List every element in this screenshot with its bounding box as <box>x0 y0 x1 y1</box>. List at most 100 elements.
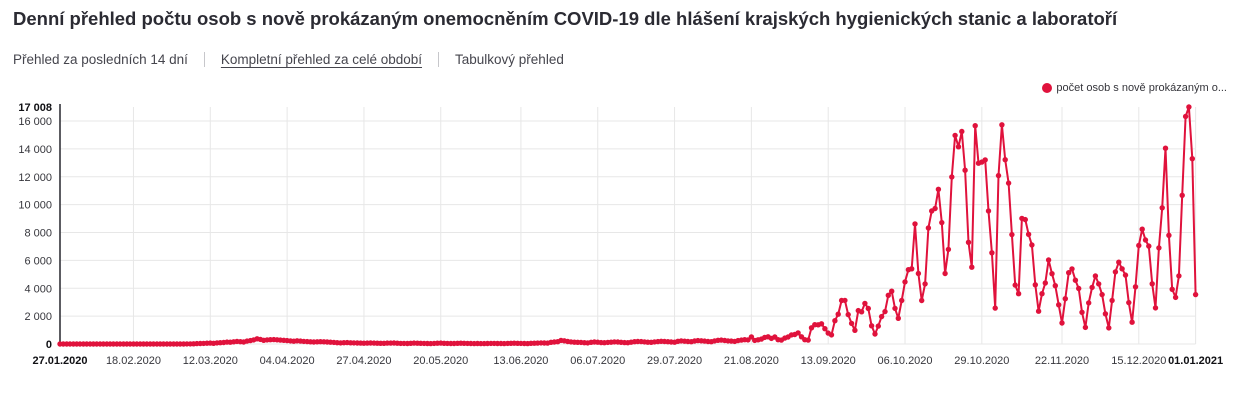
data-point[interactable] <box>1162 145 1169 151</box>
data-point[interactable] <box>1136 242 1142 249</box>
data-point[interactable] <box>989 250 995 256</box>
data-point[interactable] <box>1182 113 1189 120</box>
data-point[interactable] <box>1116 259 1122 265</box>
data-point[interactable] <box>1149 281 1155 287</box>
data-point[interactable] <box>1106 325 1112 331</box>
data-point[interactable] <box>1089 284 1095 291</box>
data-point[interactable] <box>1069 266 1075 272</box>
data-point[interactable] <box>868 323 875 329</box>
data-point[interactable] <box>992 305 998 311</box>
data-point[interactable] <box>1126 299 1132 306</box>
data-point[interactable] <box>972 123 978 129</box>
data-point[interactable] <box>1005 180 1012 186</box>
data-point[interactable] <box>822 326 828 332</box>
data-point[interactable] <box>1092 273 1099 279</box>
data-point[interactable] <box>1172 294 1179 301</box>
data-point[interactable] <box>899 297 905 304</box>
data-point[interactable] <box>962 167 968 173</box>
data-point[interactable] <box>1059 320 1065 326</box>
data-point[interactable] <box>818 321 825 327</box>
data-point[interactable] <box>1002 157 1008 163</box>
data-point[interactable] <box>935 186 942 192</box>
data-point[interactable] <box>969 264 975 270</box>
data-point[interactable] <box>1156 245 1162 251</box>
data-point[interactable] <box>842 297 848 304</box>
data-point[interactable] <box>919 297 925 304</box>
data-point[interactable] <box>835 311 841 317</box>
data-point[interactable] <box>1035 308 1042 314</box>
data-point[interactable] <box>912 221 918 227</box>
data-point[interactable] <box>878 313 885 320</box>
data-point[interactable] <box>1045 257 1052 263</box>
data-point[interactable] <box>865 305 871 312</box>
data-point[interactable] <box>915 270 922 277</box>
data-point[interactable] <box>999 122 1005 128</box>
data-point[interactable] <box>1079 309 1085 315</box>
data-point[interactable] <box>1159 205 1165 211</box>
data-point[interactable] <box>892 305 898 312</box>
data-point[interactable] <box>945 246 952 253</box>
data-point[interactable] <box>965 239 972 245</box>
data-point[interactable] <box>939 219 945 226</box>
data-point[interactable] <box>828 332 835 338</box>
data-point[interactable] <box>1166 232 1172 238</box>
data-point[interactable] <box>1062 296 1069 302</box>
data-point[interactable] <box>1139 226 1145 232</box>
data-point[interactable] <box>1009 231 1015 238</box>
data-point[interactable] <box>1056 302 1062 308</box>
data-point[interactable] <box>805 337 811 343</box>
data-point[interactable] <box>848 320 855 327</box>
data-point[interactable] <box>982 157 988 163</box>
data-point[interactable] <box>1099 291 1105 298</box>
data-point[interactable] <box>895 315 901 321</box>
data-point[interactable] <box>1186 104 1192 110</box>
data-point[interactable] <box>795 330 801 336</box>
data-point[interactable] <box>1132 284 1139 290</box>
tab-last-14-days[interactable]: Přehled za posledních 14 dní <box>13 52 188 67</box>
data-point[interactable] <box>832 318 838 324</box>
data-point[interactable] <box>1015 291 1022 297</box>
data-point[interactable] <box>1096 281 1102 287</box>
data-point[interactable] <box>1039 291 1045 297</box>
data-point[interactable] <box>1042 280 1049 286</box>
data-point[interactable] <box>1032 282 1039 288</box>
data-point[interactable] <box>942 270 948 277</box>
data-point[interactable] <box>862 300 868 307</box>
data-point[interactable] <box>872 331 878 337</box>
data-point[interactable] <box>949 174 955 180</box>
data-point[interactable] <box>1109 297 1115 304</box>
data-point[interactable] <box>882 308 888 315</box>
data-point[interactable] <box>1146 243 1152 249</box>
data-point[interactable] <box>852 327 858 333</box>
data-point[interactable] <box>1022 216 1028 223</box>
data-point[interactable] <box>1029 242 1035 248</box>
data-point[interactable] <box>1072 277 1079 283</box>
data-point[interactable] <box>1176 273 1182 279</box>
tab-table-overview[interactable]: Tabulkový přehled <box>455 52 564 67</box>
data-point[interactable] <box>1142 237 1149 243</box>
data-point[interactable] <box>1012 282 1018 288</box>
data-point[interactable] <box>1152 305 1159 311</box>
data-point[interactable] <box>925 225 932 231</box>
data-point[interactable] <box>1169 286 1175 292</box>
data-point[interactable] <box>1189 156 1196 162</box>
data-point[interactable] <box>909 266 915 272</box>
data-point[interactable] <box>1119 266 1125 272</box>
data-point[interactable] <box>1192 291 1199 298</box>
data-point[interactable] <box>845 311 851 318</box>
data-point[interactable] <box>858 309 865 315</box>
tab-complete-overview[interactable]: Kompletní přehled za celé období <box>220 52 423 67</box>
data-point[interactable] <box>1076 285 1082 292</box>
data-point[interactable] <box>952 132 958 139</box>
data-point[interactable] <box>1112 269 1119 275</box>
data-point[interactable] <box>1082 324 1089 331</box>
data-point[interactable] <box>1102 311 1109 317</box>
data-point[interactable] <box>885 292 891 298</box>
data-point[interactable] <box>889 288 895 294</box>
data-point[interactable] <box>902 279 908 285</box>
data-point[interactable] <box>1052 283 1059 289</box>
data-point[interactable] <box>1049 271 1055 277</box>
data-point[interactable] <box>1066 270 1072 276</box>
data-point[interactable] <box>1086 300 1092 306</box>
data-point[interactable] <box>959 128 965 135</box>
